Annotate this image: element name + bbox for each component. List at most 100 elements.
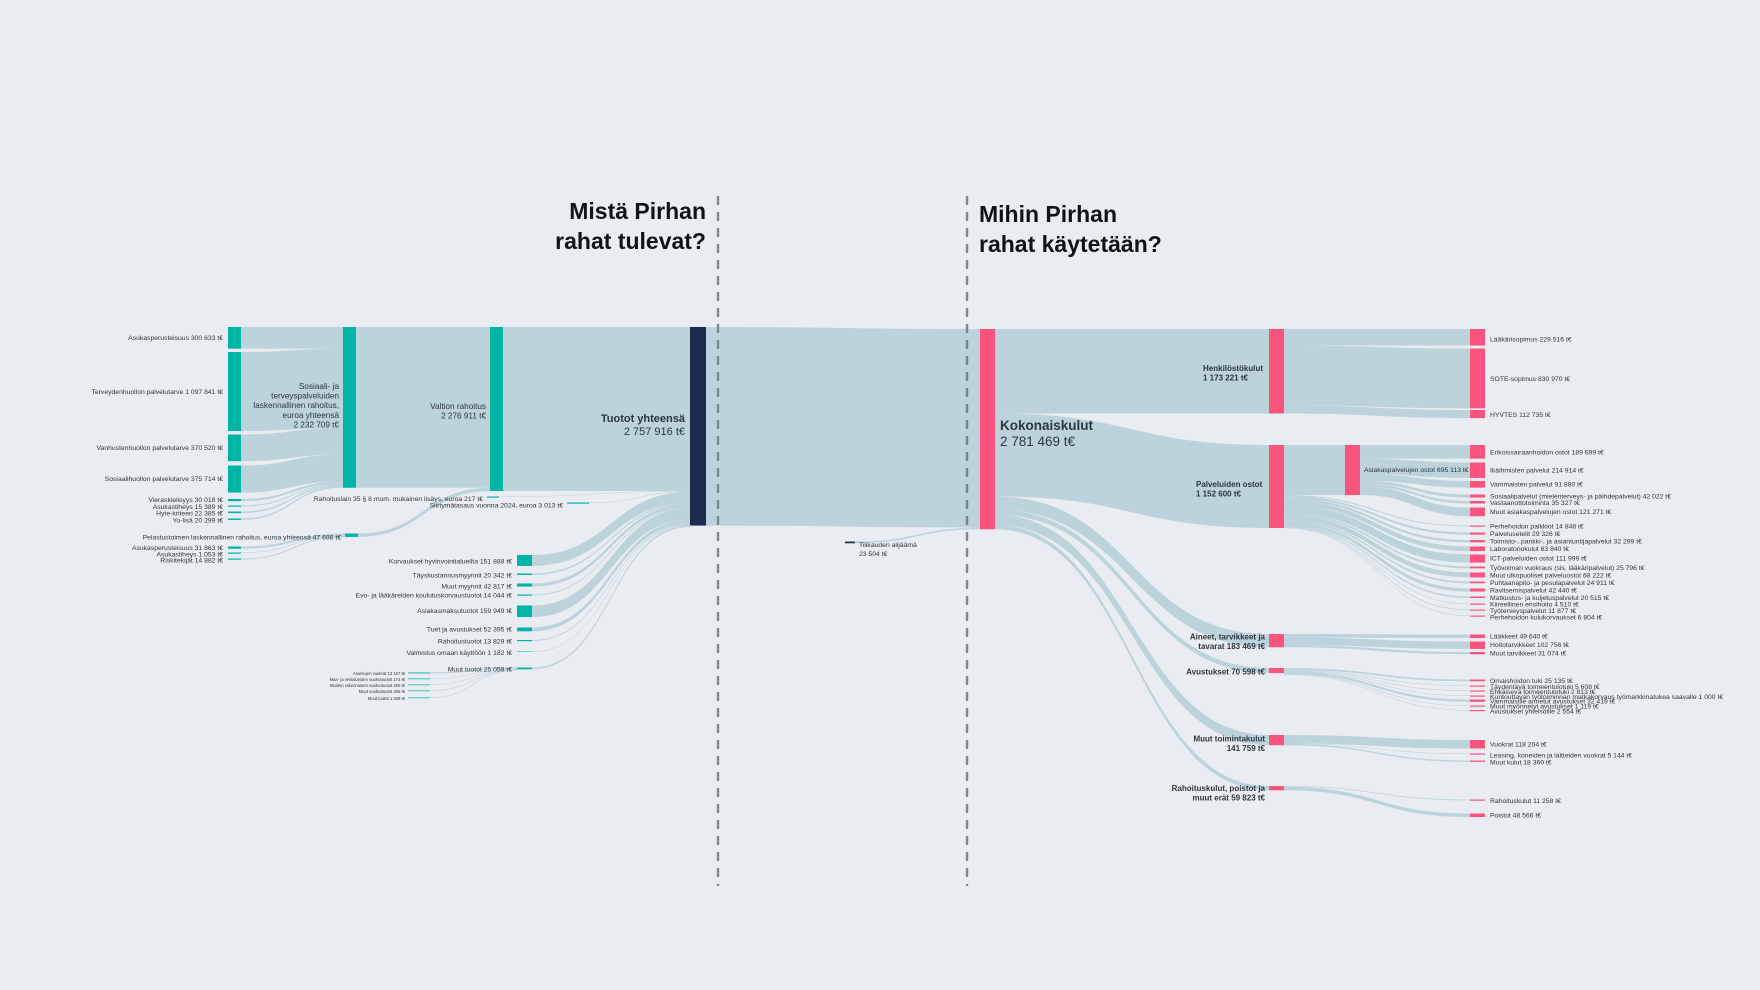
label-yo_lisa: Yo-lisä 20 299 t€	[173, 518, 224, 525]
flow-tayskustannus-tuotot	[532, 502, 690, 575]
flow-valmistus-tuotot	[532, 524, 690, 653]
label-asukasperusteisuus: Asukasperusteisuus 300 633 t€	[128, 335, 223, 342]
flow-palveluiden_ostot-ensihoito	[1284, 526, 1470, 605]
label-ikaihmisten: Ikäihmisten palvelut 214 914 t€	[1490, 468, 1584, 475]
label-kuntouttava: Kuntouttavan työtoiminnan matkakorvaus t…	[1490, 694, 1723, 701]
flow-henkilostokulut-laakarisopimus	[1284, 329, 1470, 346]
node-avustukset	[1269, 668, 1284, 674]
label-asiakaspalvelujen_ostot: Asiakaspalvelujen ostot 695 113 t€	[1364, 467, 1469, 474]
flow-avustukset-vammaisille	[1284, 671, 1470, 702]
label-laboratorio: Laboratoriokulut 63 840 t€	[1490, 546, 1569, 553]
label-vastaanottotoiminta: Vastaanottotoiminta 35 327 t€	[1490, 500, 1580, 507]
label-vammaisille: Vammaisille annetut avustukset 32 419 t€	[1490, 699, 1616, 706]
node-aineet	[1269, 634, 1284, 648]
node-sote_sopimus	[1470, 348, 1485, 409]
node-terveydenhuollon_pt	[228, 352, 241, 432]
label-feeder1: Asuntojen vuokrat 13 157 t€	[353, 671, 406, 676]
flow-valtion-tuotot	[503, 327, 690, 491]
flow-kokonaiskulut-henkilostokulut	[995, 329, 1269, 414]
label-vanhustenhuollon_pt: Vanhustenhuollon palvelutarve 370 520 t€	[97, 445, 224, 452]
flow-muut_toimintakulut-leasing	[1284, 743, 1470, 755]
node-korvaukset_hva	[517, 555, 532, 566]
label-feeder4: Muut vuokratuotot 405 t€	[359, 689, 406, 694]
node-ehkaiseva	[1470, 690, 1485, 692]
label-muut_ulkopuoliset: Muut ulkopuoliset palveluostot 68 222 t€	[1490, 573, 1612, 580]
flow-asiakaspalvelujen_ostot-vastaanottotoiminta	[1360, 483, 1470, 504]
node-palveluiden_ostot	[1269, 445, 1284, 528]
flow-avustukset-ehkaiseva	[1284, 670, 1470, 692]
flow-rahoituskulut_poistot-poistot	[1284, 786, 1470, 817]
label-muut_myonnetyt: Muut myönnetyt avustukset 1 119 t€	[1490, 704, 1599, 711]
node-henkilostokulut	[1269, 329, 1284, 414]
label-muut_myynnit: Muut myynnit 42 817 t€	[441, 584, 512, 591]
node-sosiaalipalvelut	[1470, 494, 1485, 498]
node-feeder4	[408, 690, 430, 692]
flow-muut_myynnit-tuotot	[532, 504, 690, 587]
node-rahoituskulut	[1470, 799, 1485, 801]
label-vammaisten: Vammaisten palvelut 91 880 t€	[1490, 482, 1583, 489]
label-omaishoidon_tuki: Omaishoidon tuki 25 135 t€	[1490, 678, 1573, 685]
label-aineet: Aineet, tarvikkeet ja tavarat 183 469 t€	[1190, 633, 1266, 652]
label-palvelusetelit: Palvelusetelit 29 326 t€	[1490, 531, 1561, 538]
flow-aineet-laakkeet	[1284, 634, 1470, 639]
label-ict: ICT-palveluiden ostot 111 999 t€	[1490, 556, 1587, 563]
label-rahoitustuotot: Rahoitustuotot 13 829 t€	[438, 639, 512, 646]
node-vastaanottotoiminta	[1470, 501, 1485, 504]
node-tyovoiman_vuokraus	[1470, 566, 1485, 569]
flow-kokonaiskulut-rahoituskulut_poistot	[995, 524, 1269, 791]
node-tuet_avustukset	[517, 627, 532, 632]
flow-kokonaiskulut-muut_toimintakulut	[995, 514, 1269, 746]
flow-aineet-muut_tarvikkeet	[1284, 644, 1470, 655]
node-erikoissairaanhoito	[1470, 445, 1485, 459]
node-toimisto	[1470, 540, 1485, 543]
label-avustukset_yhteisoille: Avustukset yhteisöille 2 554 t€	[1490, 709, 1582, 716]
node-feeder1	[408, 672, 430, 674]
node-hoitotarvikkeet	[1470, 641, 1485, 649]
flow-asukastiheys-soteraha	[241, 483, 343, 507]
label-tuotot: Tuotot yhteensä 2 757 916 t€	[601, 413, 686, 438]
flow-avustukset-avustukset_yhteisoille	[1284, 674, 1470, 711]
node-muut_tarvikkeet	[1470, 652, 1485, 655]
node-poistot	[1470, 813, 1485, 817]
flow-asiakaspalvelujen_ostot-sosiaalipalvelut	[1360, 480, 1470, 498]
node-muut_kulut	[1470, 760, 1485, 762]
node-lisays	[487, 496, 499, 498]
flow-avustukset-kuntouttava	[1284, 670, 1470, 697]
label-pel_asukastiheys: Asukastiheys 1 053 t€	[157, 552, 224, 559]
flow-palveluiden_ostot-perhehoidon_kulukorvaukset	[1284, 527, 1470, 617]
flow-aineet-hoitotarvikkeet	[1284, 637, 1470, 649]
label-siirtymatasaus: Siirtymätasaus vuonna 2024, euroa 3 013 …	[430, 503, 564, 510]
flow-henkilostokulut-sote_sopimus	[1284, 345, 1470, 409]
node-alijaama	[845, 541, 855, 544]
label-rahoituskulut: Rahoituskulut 11 258 t€	[1490, 798, 1561, 805]
node-feeder3	[408, 684, 430, 686]
node-asukasperusteisuus	[228, 327, 241, 349]
label-ehkaiseva: Ehkäisevä toimeentulotuki 2 813 t€	[1490, 689, 1596, 696]
node-taydentava	[1470, 685, 1485, 687]
label-vieraskielisyys: Vieraskielisyys 30 018 t€	[148, 497, 223, 504]
label-puhtaanapito: Puhtaanapito- ja pesulapalvelut 24 911 t…	[1490, 580, 1615, 587]
node-laakkeet	[1470, 634, 1485, 639]
label-erikoissairaanhoito: Erikoissairaanhoidon ostot 189 699 t€	[1490, 450, 1604, 457]
flow-palveluiden_ostot-asiakaspalvelujen_ostot	[1284, 445, 1345, 496]
label-asukastiheys: Asukastiheys 15 389 t€	[153, 504, 223, 511]
flow-asiakasmaksut-tuotot	[532, 508, 690, 618]
node-leasing	[1470, 753, 1485, 755]
label-hoitotarvikkeet: Hoitotarvikkeet 102 756 t€	[1490, 642, 1569, 649]
label-pelastus: Pelastustoimen laskennallinen rahoitus, …	[143, 535, 342, 542]
node-asiakaspalvelujen_ostot	[1345, 445, 1360, 496]
node-sosiaalihuollon_pt	[228, 465, 241, 493]
node-ravitsemis	[1470, 588, 1485, 592]
label-laakkeet: Lääkkeet 49 640 t€	[1490, 634, 1548, 641]
flow-kokonaiskulut-aineet	[995, 496, 1269, 648]
label-alijaama: Tilikauden alijäämä 23 504 t€	[859, 542, 917, 558]
label-matkustus: Matkustus- ja kuljetuspalvelut 20 515 t€	[1490, 595, 1609, 602]
flow-avustukset-muut_myonnetyt	[1284, 673, 1470, 707]
flow-yo_lisa-soteraha	[241, 486, 343, 520]
node-hyte_kriteeri	[228, 511, 241, 514]
label-evo: Evo- ja lääkäreiden koulutuskorvaustuoto…	[356, 593, 513, 600]
label-valmistus: Valmistus omaan käyttöön 1 182 t€	[406, 650, 512, 657]
node-pel_asukastiheys	[228, 552, 241, 554]
